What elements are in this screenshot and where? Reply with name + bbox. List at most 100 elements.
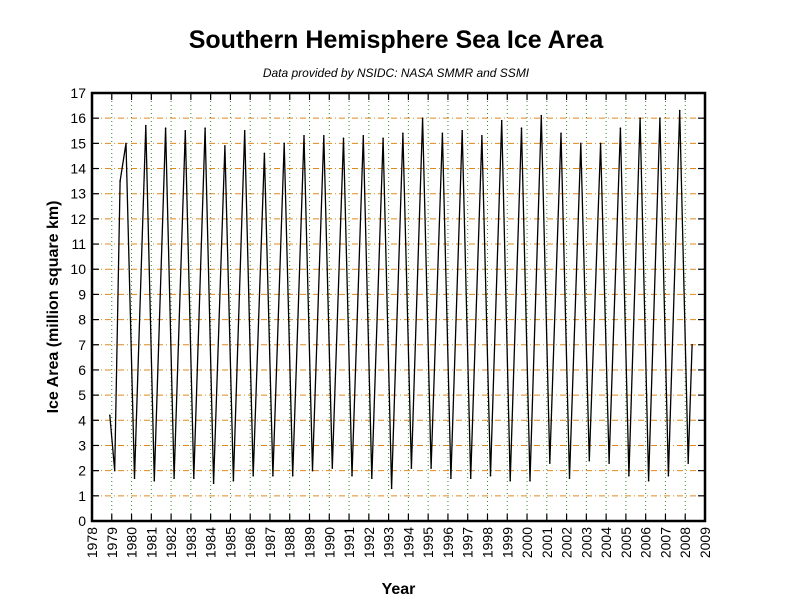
data-point (628, 474, 630, 477)
data-point (489, 474, 492, 477)
x-tick-label: 1996 (440, 527, 456, 558)
data-point (113, 469, 116, 472)
x-tick-label: 1979 (104, 527, 120, 558)
data-point (323, 135, 325, 137)
y-tick-label: 17 (70, 85, 86, 101)
data-point (382, 137, 384, 140)
x-tick-label: 2005 (618, 527, 634, 558)
data-point (283, 142, 286, 145)
data-point (311, 469, 314, 472)
x-tick-label: 1983 (183, 527, 199, 558)
x-tick-label: 2001 (539, 527, 555, 558)
data-point (390, 487, 393, 490)
x-tick-label: 1987 (262, 527, 278, 558)
data-point (212, 482, 215, 485)
data-point (303, 135, 305, 137)
data-point (263, 152, 266, 155)
data-point (243, 130, 246, 132)
data-point (608, 462, 610, 464)
x-tick-label: 2000 (519, 527, 535, 558)
y-tick-label: 6 (78, 362, 86, 378)
grid-lines (92, 93, 705, 521)
x-tick-label: 1978 (84, 527, 100, 558)
chart-subtitle: Data provided by NSIDC: NASA SMMR and SS… (262, 66, 530, 80)
data-point (204, 127, 206, 129)
y-tick-label: 14 (70, 161, 86, 177)
x-tick-label: 2006 (638, 527, 654, 558)
x-tick-label: 1981 (143, 527, 159, 558)
data-point (639, 117, 641, 119)
y-tick-label: 9 (78, 286, 86, 302)
data-point (133, 477, 136, 480)
data-point (678, 109, 681, 112)
chart-title: Southern Hemisphere Sea Ice Area (188, 26, 604, 54)
x-tick-label: 2007 (657, 527, 673, 558)
x-tick-label: 1999 (499, 527, 515, 558)
data-point (500, 119, 503, 122)
data-point (441, 132, 444, 135)
x-tick-label: 2003 (578, 527, 594, 558)
y-tick-label: 13 (70, 186, 86, 202)
data-point (184, 130, 187, 132)
data-point (450, 477, 452, 480)
x-tick-label: 1993 (381, 527, 397, 558)
x-tick-label: 1982 (163, 527, 179, 558)
data-point (691, 344, 693, 346)
data-point (272, 474, 274, 477)
data-point (509, 479, 512, 482)
data-point (540, 114, 543, 117)
data-point (164, 127, 167, 129)
data-point (342, 137, 345, 140)
data-point (520, 127, 523, 129)
y-tick-label: 12 (70, 211, 86, 227)
data-point (232, 479, 235, 482)
x-tick-label: 2008 (677, 527, 693, 558)
data-point (667, 474, 670, 477)
y-tick-label: 8 (78, 312, 86, 328)
data-point (421, 117, 424, 119)
data-point (647, 479, 650, 482)
data-point (291, 474, 294, 477)
y-tick-label: 10 (70, 261, 86, 277)
data-point (145, 124, 147, 127)
data-point (153, 479, 156, 482)
data-point (461, 130, 464, 132)
data-point (331, 467, 334, 469)
y-tick-label: 16 (70, 110, 86, 126)
data-point (481, 135, 483, 137)
y-tick-label: 2 (78, 463, 86, 479)
x-tick-label: 1989 (302, 527, 318, 558)
data-point (619, 127, 622, 129)
data-point (224, 145, 226, 147)
x-tick-label: 1997 (460, 527, 476, 558)
x-tick-label: 1991 (341, 527, 357, 558)
y-tick-label: 1 (78, 488, 86, 504)
data-point (588, 459, 591, 462)
x-tick-label: 1992 (361, 527, 377, 558)
y-tick-label: 4 (78, 412, 86, 428)
x-tick-label: 1994 (400, 527, 416, 558)
tick-marks (91, 92, 706, 522)
data-point (362, 135, 365, 137)
x-tick-label: 1986 (242, 527, 258, 558)
data-point (568, 477, 571, 480)
x-tick-label: 1995 (420, 527, 436, 558)
x-tick-label: 2004 (598, 527, 614, 558)
data-point (580, 142, 582, 145)
data-point (599, 142, 602, 145)
data-point (529, 479, 531, 482)
series-layer (109, 109, 693, 490)
x-tick-label: 1988 (282, 527, 298, 558)
x-tick-label: 2009 (697, 527, 713, 558)
x-tick-label: 2002 (559, 527, 575, 558)
y-tick-label: 5 (78, 387, 86, 403)
data-point (469, 477, 472, 480)
plot-frame (90, 91, 707, 523)
data-point (659, 117, 661, 119)
data-point (402, 132, 404, 135)
data-point (687, 462, 689, 464)
x-tick-label: 1980 (124, 527, 140, 558)
x-tick-label: 1990 (321, 527, 337, 558)
